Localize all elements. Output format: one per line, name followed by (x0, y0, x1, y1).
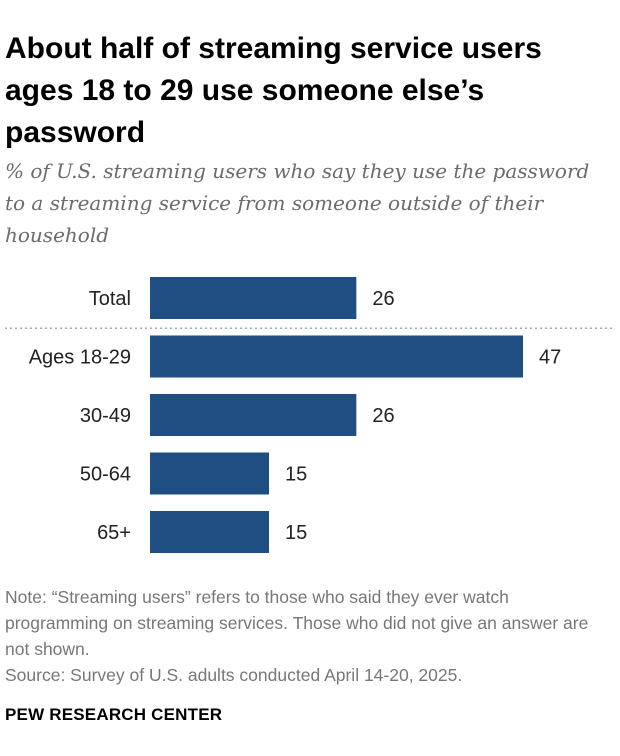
bar-50-64 (150, 452, 270, 495)
value-label-65: 15 (285, 522, 307, 544)
chart-subtitle: % of U.S. streaming users who say they u… (5, 159, 590, 247)
value-label-50-64: 15 (285, 464, 307, 486)
category-label-30-49: 30-49 (80, 405, 131, 427)
chart-source: Source: Survey of U.S. adults conducted … (5, 665, 463, 685)
bar-30-49 (150, 394, 357, 436)
bar-chart: Total 26 Ages 18-29 47 30-49 26 50-64 15 65+ 15 (5, 277, 612, 553)
category-label-65: 65+ (97, 522, 131, 544)
chart-note: Note: “Streaming users” refers to those … (5, 587, 589, 659)
category-label-50-64: 50-64 (80, 464, 131, 486)
value-label-30-49: 26 (372, 405, 394, 427)
chart-title: About half of streaming service users ag… (5, 32, 542, 149)
value-label-ages-18-29: 47 (539, 347, 561, 369)
value-label-total: 26 (372, 288, 394, 310)
category-label-ages-18-29: Ages 18-29 (29, 347, 131, 369)
bar-total (150, 277, 357, 319)
bar-65 (150, 511, 270, 553)
category-label-total: Total (89, 288, 131, 310)
bar-ages-18-29 (150, 335, 523, 378)
brand-logo-text: PEW RESEARCH CENTER (5, 705, 223, 724)
